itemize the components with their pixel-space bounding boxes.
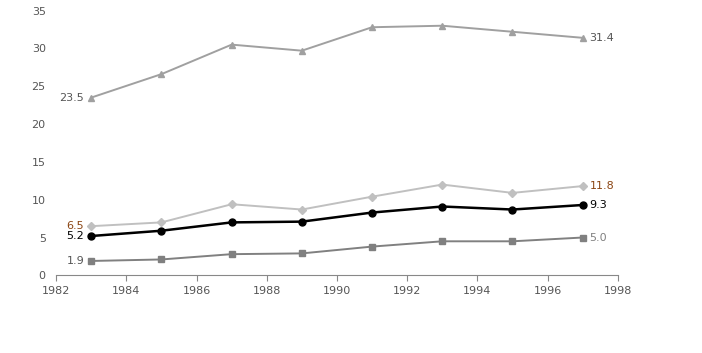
- Text: 31.4: 31.4: [590, 33, 614, 43]
- Text: 9.3: 9.3: [590, 200, 607, 210]
- Text: 5.0: 5.0: [590, 233, 607, 243]
- Text: 5.2: 5.2: [67, 231, 84, 241]
- Text: 1.9: 1.9: [67, 256, 84, 266]
- Text: 23.5: 23.5: [60, 92, 84, 103]
- Text: 6.5: 6.5: [67, 221, 84, 231]
- Text: 11.8: 11.8: [590, 181, 614, 191]
